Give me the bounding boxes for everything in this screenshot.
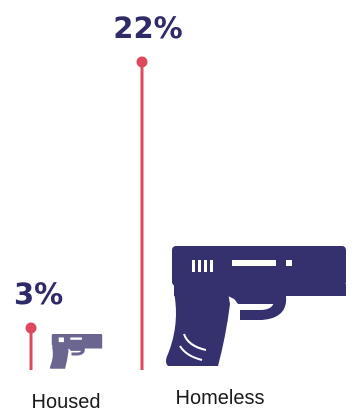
value-label-homeless: 22%	[113, 11, 182, 45]
value-label-housed: 3%	[14, 277, 63, 311]
stem-dot-housed	[25, 322, 37, 334]
stem-dot-homeless	[136, 56, 148, 68]
handgun-icon	[50, 334, 103, 369]
category-label-housed: Housed	[32, 391, 101, 412]
category-label-homeless: Homeless	[176, 387, 265, 409]
handgun-icon	[166, 246, 346, 366]
